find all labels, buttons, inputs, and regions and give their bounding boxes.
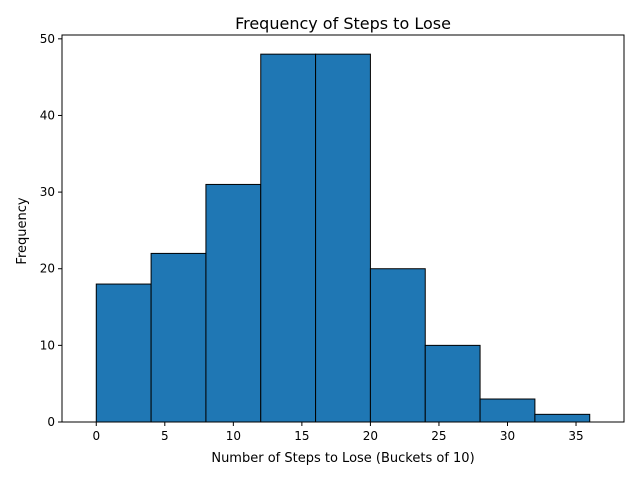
x-tick-label: 5 [161,429,169,443]
plot-frame [61,34,625,423]
histogram-bar [369,268,426,423]
y-tick-label: 10 [40,338,55,352]
histogram-bar [479,398,536,423]
x-axis-ticks: 0 5 10 15 20 25 30 35 [92,422,584,443]
y-axis-label: Frequency [15,197,30,264]
histogram-bar [424,344,481,423]
histogram-bar [315,53,371,423]
histogram-bar [150,252,207,423]
x-axis-label: Number of Steps to Lose (Buckets of 10) [211,451,474,466]
histogram-bar [205,183,262,423]
y-axis-ticks: 0 10 20 30 40 50 [40,32,62,429]
x-tick-label: 20 [363,429,378,443]
x-tick-label: 10 [226,429,241,443]
histogram-bar [260,53,317,423]
chart-title: Frequency of Steps to Lose [235,14,451,33]
y-tick-label: 0 [47,415,55,429]
bars-group [95,53,591,423]
histogram-bar [534,413,591,423]
y-tick-label: 20 [40,262,55,276]
x-tick-label: 15 [294,429,309,443]
y-tick-label: 30 [40,185,55,199]
x-tick-label: 35 [568,429,583,443]
y-tick-label: 50 [40,32,55,46]
y-tick-label: 40 [40,108,55,122]
x-tick-label: 30 [500,429,515,443]
histogram-bar [95,283,152,423]
x-tick-label: 0 [92,429,100,443]
x-tick-label: 25 [431,429,446,443]
